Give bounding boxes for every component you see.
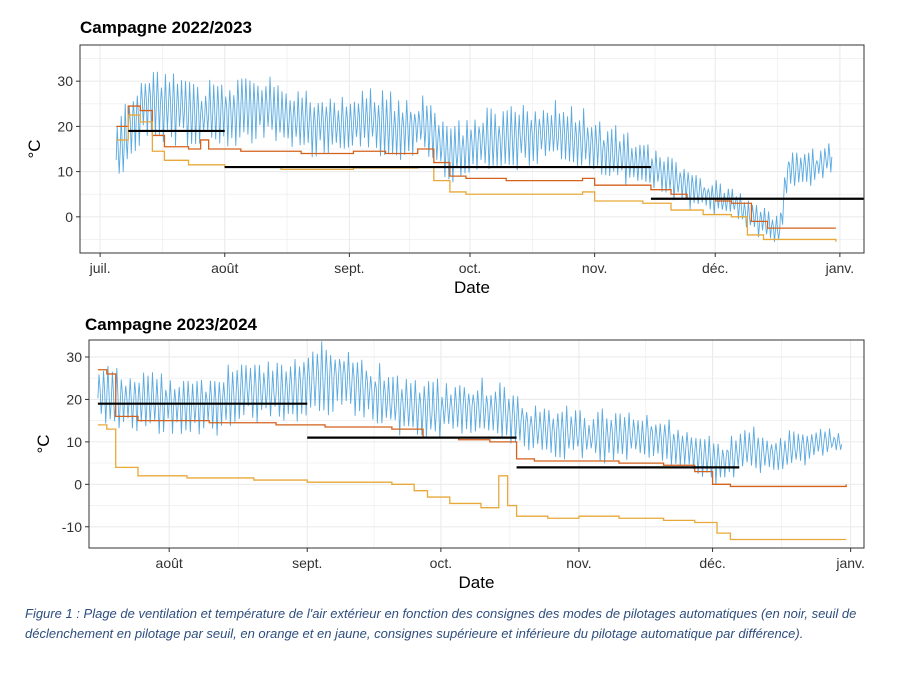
x-tick-label: janv. [825,260,855,276]
x-axis-title: Date [454,278,490,297]
plot-border [88,339,865,549]
series-outdoor-temperature-line [97,341,843,485]
x-axis-title: Date [459,573,495,592]
x-tick-label: août [156,555,183,571]
plot-border [79,44,865,254]
y-axis-title: °C [34,434,53,453]
x-tick-label: déc. [699,555,725,571]
y-tick-label: 10 [57,164,73,180]
x-tick-label: août [211,260,238,276]
gridlines [89,340,864,549]
y-tick-label: 0 [65,209,73,225]
series-lower-setpoint-line [116,114,837,242]
y-tick-label: 30 [66,349,82,365]
y-axis-title: °C [25,139,44,158]
chart-title-2022: Campagne 2022/2023 [80,18,252,37]
series-upper-setpoint-line [97,369,847,488]
x-tick-label: déc. [702,260,728,276]
x-tick-label: sept. [334,260,364,276]
series-lower-setpoint-line [97,424,847,541]
y-tick-label: 20 [57,118,73,134]
chart-2022: juil. août sept. oct. nov. déc. janv. 0 10 20 30 Da… [25,44,865,297]
x-tick-label: janv. [835,555,865,571]
x-tick-label: oct. [430,555,453,571]
series-outdoor-temperature-line [115,71,833,243]
y-tick-label: 30 [57,73,73,89]
x-tick-label: nov. [582,260,607,276]
chart-2023: août sept. oct. nov. déc. janv. -10 0 10 20 30 Date… [34,339,865,592]
chart-title-2023: Campagne 2023/2024 [85,315,257,334]
x-tick-label: sept. [292,555,322,571]
plot-series [115,71,864,243]
figure-caption: Figure 1 : Plage de ventilation et tempé… [25,606,857,641]
y-tick-label: -10 [62,519,82,535]
y-tick-label: 20 [66,391,82,407]
plot-panel [89,340,864,548]
x-tick-label: nov. [566,555,591,571]
y-tick-label: 10 [66,434,82,450]
x-tick-label: juil. [89,260,111,276]
x-tick-label: oct. [459,260,482,276]
plot-series [97,341,847,541]
y-tick-label: 0 [74,476,82,492]
